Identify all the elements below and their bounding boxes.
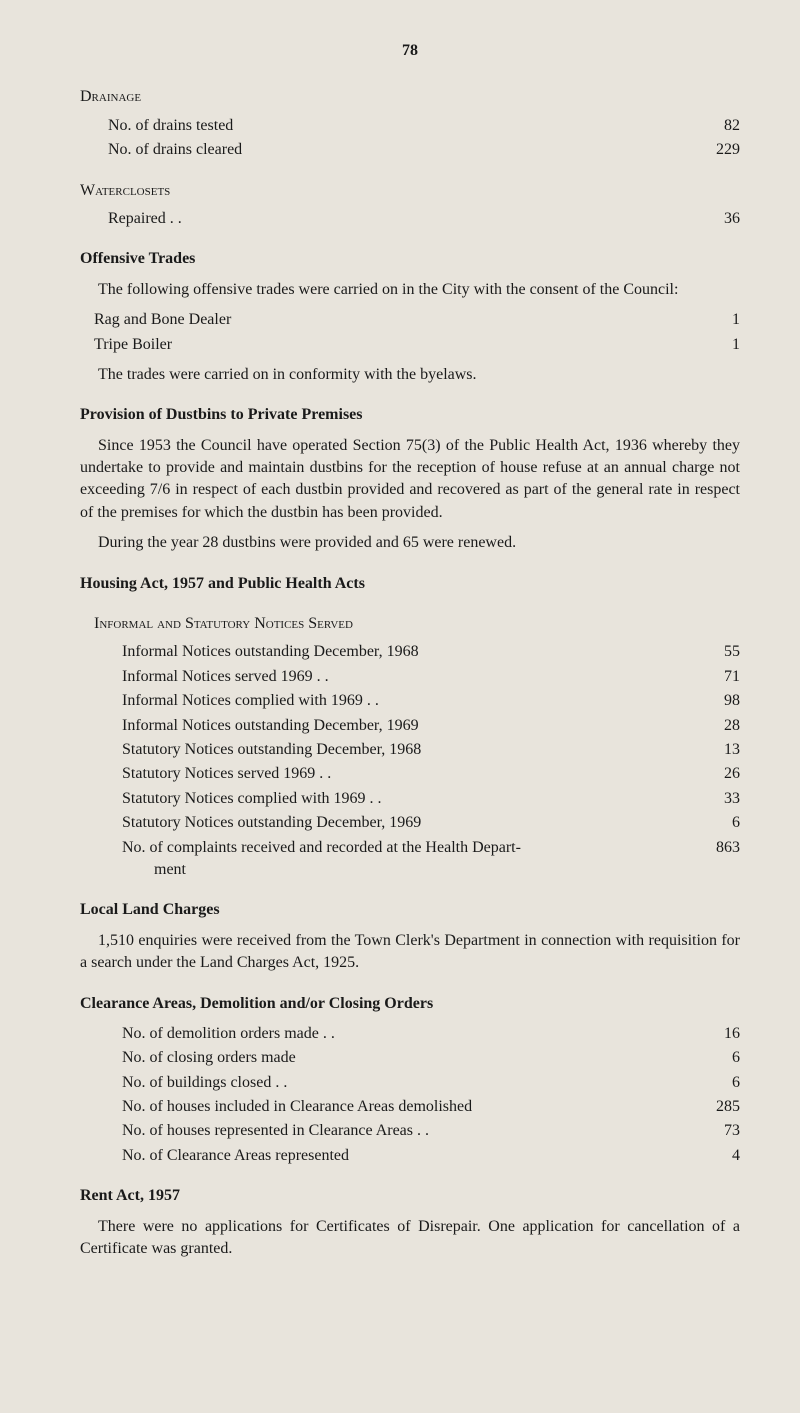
offensive-trades-heading: Offensive Trades [80, 248, 740, 270]
offensive-trades-intro: The following offensive trades were carr… [80, 279, 740, 301]
item-value: 71 [690, 666, 740, 688]
item-label: No. of complaints received and recorded … [122, 837, 690, 882]
line-item: Informal Notices outstanding December, 1… [122, 715, 740, 737]
item-label: No. of closing orders made [122, 1047, 690, 1069]
line-item: No. of closing orders made 6 [122, 1047, 740, 1069]
item-value: 36 [690, 208, 740, 230]
item-label: Informal Notices served 1969 . . [122, 666, 690, 688]
line-item: Informal Notices complied with 1969 . . … [122, 690, 740, 712]
item-value: 6 [690, 1072, 740, 1094]
item-value: 73 [690, 1120, 740, 1142]
line-item: No. of houses represented in Clearance A… [122, 1120, 740, 1142]
item-value: 1 [690, 334, 740, 356]
item-value: 98 [690, 690, 740, 712]
item-label: Repaired . . [108, 208, 690, 230]
item-value: 16 [690, 1023, 740, 1045]
rent-act-heading: Rent Act, 1957 [80, 1185, 740, 1207]
line-item: No. of complaints received and recorded … [122, 837, 740, 882]
item-value: 26 [690, 763, 740, 785]
drainage-heading: Drainage [80, 86, 740, 108]
dustbins-para2: During the year 28 dustbins were provide… [80, 532, 740, 554]
item-value: 13 [690, 739, 740, 761]
item-label: Tripe Boiler [94, 334, 690, 356]
item-value: 285 [690, 1096, 740, 1118]
item-value: 33 [690, 788, 740, 810]
item-label: Statutory Notices outstanding December, … [122, 739, 690, 761]
item-value: 28 [690, 715, 740, 737]
item-label: No. of drains cleared [108, 139, 690, 161]
item-label: No. of Clearance Areas represented [122, 1145, 690, 1167]
item-value: 6 [690, 812, 740, 834]
offensive-trades-footer: The trades were carried on in conformity… [80, 364, 740, 386]
item-label: No. of houses represented in Clearance A… [122, 1120, 690, 1142]
page-number: 78 [80, 40, 740, 62]
line-item: No. of buildings closed . . 6 [122, 1072, 740, 1094]
item-label: Rag and Bone Dealer [94, 309, 690, 331]
line-item: Informal Notices served 1969 . . 71 [122, 666, 740, 688]
line-item: Statutory Notices outstanding December, … [122, 739, 740, 761]
item-value: 4 [690, 1145, 740, 1167]
dustbins-para1: Since 1953 the Council have operated Sec… [80, 435, 740, 525]
line-item: No. of drains cleared 229 [108, 139, 740, 161]
housing-act-subheading: Informal and Statutory Notices Served [94, 613, 740, 635]
line-item: Rag and Bone Dealer 1 [94, 309, 740, 331]
waterclosets-heading: Waterclosets [80, 180, 740, 202]
line-item: Statutory Notices outstanding December, … [122, 812, 740, 834]
item-label: No. of drains tested [108, 115, 690, 137]
item-label: Statutory Notices served 1969 . . [122, 763, 690, 785]
line-item: No. of drains tested 82 [108, 115, 740, 137]
item-label: Informal Notices outstanding December, 1… [122, 715, 690, 737]
land-charges-heading: Local Land Charges [80, 899, 740, 921]
line-item: Statutory Notices served 1969 . . 26 [122, 763, 740, 785]
line-item: Informal Notices outstanding December, 1… [122, 641, 740, 663]
line-item: Tripe Boiler 1 [94, 334, 740, 356]
item-label: Statutory Notices complied with 1969 . . [122, 788, 690, 810]
item-label: Statutory Notices outstanding December, … [122, 812, 690, 834]
item-value: 55 [690, 641, 740, 663]
dustbins-heading: Provision of Dustbins to Private Premise… [80, 404, 740, 426]
line-item: No. of houses included in Clearance Area… [122, 1096, 740, 1118]
item-label: No. of demolition orders made . . [122, 1023, 690, 1045]
item-label: No. of buildings closed . . [122, 1072, 690, 1094]
line-item: Repaired . . 36 [108, 208, 740, 230]
item-value: 82 [690, 115, 740, 137]
item-label: Informal Notices outstanding December, 1… [122, 641, 690, 663]
item-value: 863 [690, 837, 740, 882]
line-item: No. of demolition orders made . . 16 [122, 1023, 740, 1045]
item-label: Informal Notices complied with 1969 . . [122, 690, 690, 712]
clearance-heading: Clearance Areas, Demolition and/or Closi… [80, 993, 740, 1015]
item-label: No. of houses included in Clearance Area… [122, 1096, 690, 1118]
item-value: 1 [690, 309, 740, 331]
item-value: 6 [690, 1047, 740, 1069]
rent-act-para: There were no applications for Certifica… [80, 1216, 740, 1261]
item-value: 229 [690, 139, 740, 161]
land-charges-para: 1,510 enquiries were received from the T… [80, 930, 740, 975]
housing-act-heading: Housing Act, 1957 and Public Health Acts [80, 573, 740, 595]
line-item: No. of Clearance Areas represented 4 [122, 1145, 740, 1167]
line-item: Statutory Notices complied with 1969 . .… [122, 788, 740, 810]
